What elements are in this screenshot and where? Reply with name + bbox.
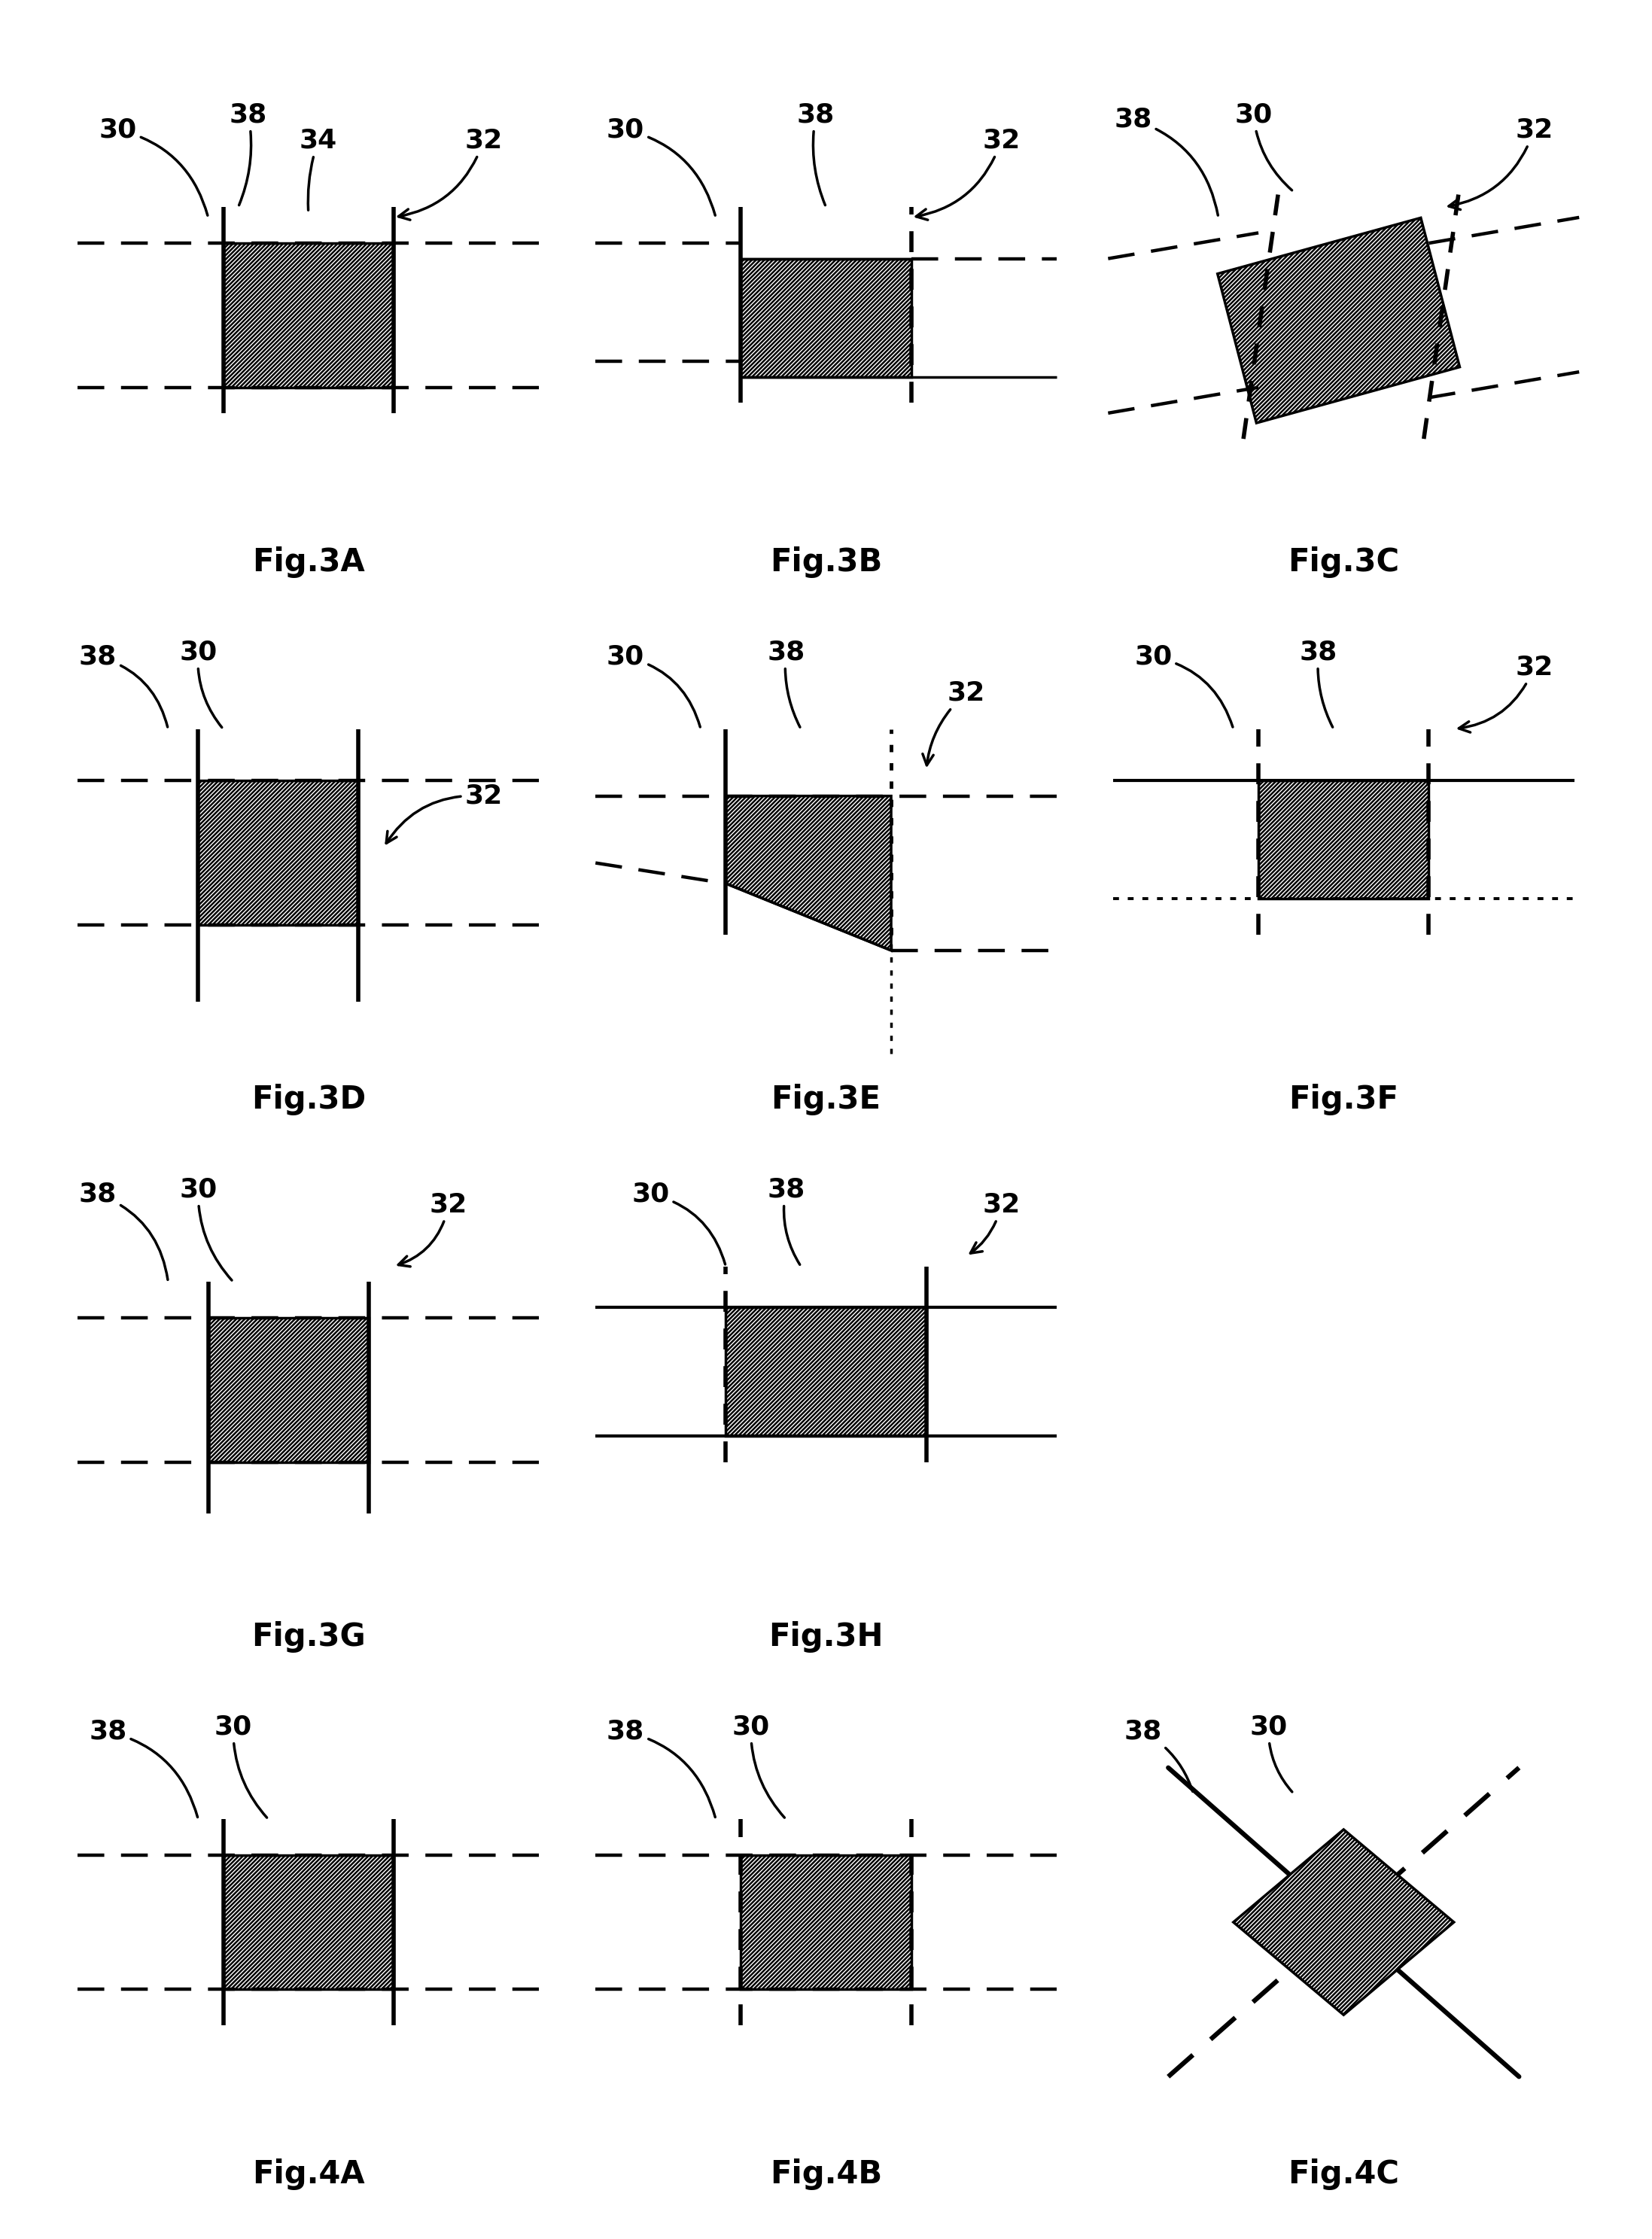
Text: 38: 38 — [79, 645, 167, 728]
Text: 30: 30 — [178, 1175, 231, 1281]
Text: 30: 30 — [606, 116, 715, 215]
Text: Fig.3E: Fig.3E — [771, 1084, 881, 1115]
Text: 32: 32 — [1449, 116, 1553, 210]
Text: 38: 38 — [767, 638, 805, 728]
Text: 30: 30 — [1234, 101, 1292, 190]
Text: Fig.3B: Fig.3B — [770, 546, 882, 578]
Text: 38: 38 — [79, 1182, 169, 1281]
Text: Fig.3A: Fig.3A — [253, 546, 365, 578]
Text: 32: 32 — [398, 1191, 468, 1267]
Text: 30: 30 — [178, 638, 221, 728]
Text: 38: 38 — [796, 101, 834, 206]
Polygon shape — [208, 1319, 368, 1462]
Text: Fig.4B: Fig.4B — [770, 2158, 882, 2190]
Polygon shape — [223, 244, 393, 387]
Polygon shape — [1259, 781, 1429, 898]
Polygon shape — [740, 1856, 912, 1988]
Text: Fig.3H: Fig.3H — [768, 1621, 884, 1652]
Text: 30: 30 — [606, 645, 700, 728]
Text: 32: 32 — [387, 784, 502, 844]
Text: Fig.3C: Fig.3C — [1289, 546, 1399, 578]
Text: 32: 32 — [398, 128, 502, 219]
Text: 32: 32 — [1459, 654, 1553, 732]
Text: 38: 38 — [230, 101, 268, 206]
Text: Fig.3D: Fig.3D — [251, 1084, 365, 1115]
Text: 38: 38 — [767, 1175, 805, 1265]
Text: 32: 32 — [970, 1191, 1021, 1254]
Text: 38: 38 — [606, 1720, 715, 1818]
Text: 32: 32 — [922, 681, 985, 766]
Text: 30: 30 — [99, 116, 208, 215]
Polygon shape — [740, 260, 912, 376]
Text: 34: 34 — [299, 128, 337, 210]
Text: 32: 32 — [917, 128, 1021, 219]
Polygon shape — [725, 1308, 927, 1437]
Text: 30: 30 — [215, 1713, 268, 1818]
Text: Fig.3F: Fig.3F — [1289, 1084, 1399, 1115]
Polygon shape — [1234, 1829, 1454, 2015]
Text: 30: 30 — [1249, 1713, 1292, 1791]
Text: 38: 38 — [1125, 1720, 1193, 1791]
Text: Fig.4C: Fig.4C — [1289, 2158, 1399, 2190]
Polygon shape — [725, 795, 890, 949]
Text: 30: 30 — [1135, 645, 1232, 728]
Text: 38: 38 — [89, 1720, 198, 1818]
Text: 38: 38 — [1300, 638, 1338, 728]
Text: Fig.4A: Fig.4A — [253, 2158, 365, 2190]
Text: 30: 30 — [732, 1713, 785, 1818]
Polygon shape — [223, 1856, 393, 1988]
Text: Fig.3G: Fig.3G — [251, 1621, 365, 1652]
Text: 38: 38 — [1113, 107, 1218, 215]
Text: 30: 30 — [631, 1182, 725, 1265]
Polygon shape — [198, 781, 358, 925]
Polygon shape — [1218, 217, 1460, 423]
